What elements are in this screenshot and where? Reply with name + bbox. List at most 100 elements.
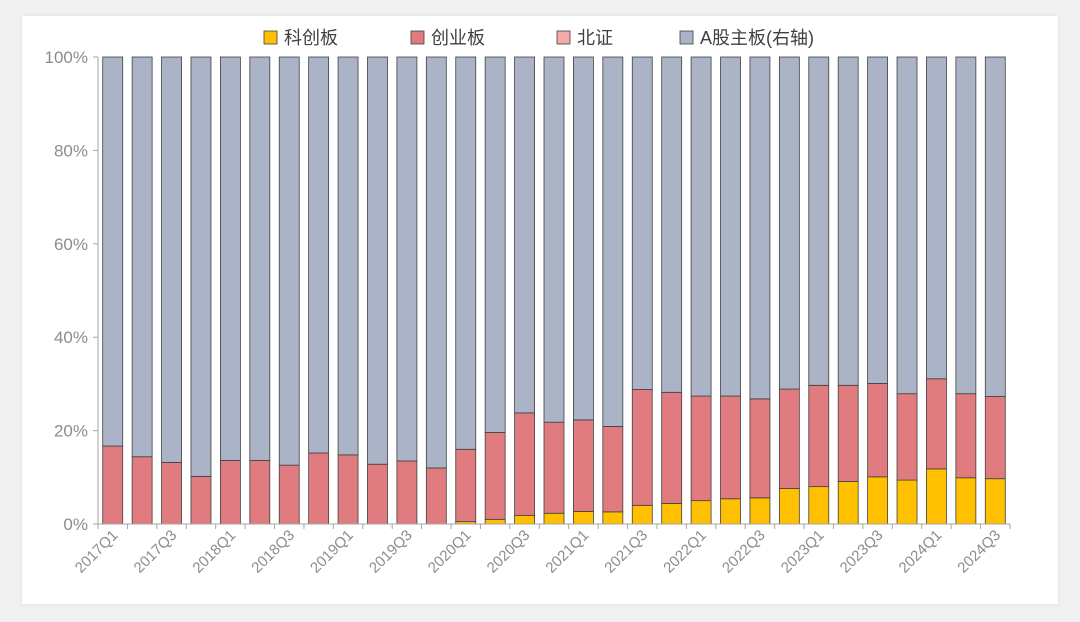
legend: 科创板 创业板 北证 A股主板(右轴) <box>263 28 814 48</box>
bar-stack-2019Q4 <box>425 56 447 525</box>
legend-item-0: 科创板 <box>263 28 338 48</box>
bar-segment-s0-2022Q4 <box>778 488 800 525</box>
bar-stack-2020Q1 <box>455 56 477 525</box>
bar-segment-s0-2020Q3 <box>514 515 535 525</box>
x-tick-label: 2024Q3 <box>954 527 1004 577</box>
bar-segment-s3-2021Q2 <box>602 56 624 427</box>
bar-segment-s1-2020Q3 <box>514 412 535 516</box>
bar-segment-s3-2021Q1 <box>573 56 594 421</box>
bar-segment-s0-2020Q2 <box>484 518 506 525</box>
bar-segment-s1-2018Q1 <box>219 460 241 525</box>
bar-segment-s0-2021Q3 <box>631 504 653 525</box>
legend-item-2: 北证 <box>556 28 613 48</box>
bar-segment-s3-2019Q2 <box>367 56 388 465</box>
x-tick-label: 2019Q1 <box>307 527 357 577</box>
bar-stack-2017Q4 <box>190 56 212 525</box>
bar-stack-2019Q3 <box>396 56 418 525</box>
bar-segment-s3-2020Q1 <box>455 56 477 450</box>
bar-segment-s1-2019Q3 <box>396 460 418 525</box>
bar-segment-s3-2019Q3 <box>396 56 418 462</box>
x-tick-label: 2018Q3 <box>248 527 298 577</box>
bar-segment-s0-2024Q1 <box>926 468 947 525</box>
x-tick-label: 2019Q3 <box>366 527 416 577</box>
bar-segment-s3-2023Q2 <box>837 56 859 386</box>
bar-segment-s3-2017Q4 <box>190 56 212 477</box>
bar-segment-s3-2022Q4 <box>778 56 800 390</box>
bar-stack-2024Q3 <box>984 56 1006 525</box>
legend-swatch <box>556 30 571 45</box>
bar-stack-2022Q3 <box>749 56 771 525</box>
x-tick-label: 2023Q3 <box>837 527 887 577</box>
bar-stack-2021Q3 <box>631 56 653 525</box>
bar-stack-2021Q4 <box>661 56 683 525</box>
bar-segment-s3-2020Q3 <box>514 56 535 414</box>
bar-segment-s3-2022Q3 <box>749 56 771 400</box>
legend-label: 创业板 <box>431 28 485 48</box>
y-tick-label: 100% <box>45 48 88 67</box>
bar-segment-s1-2024Q2 <box>955 393 977 479</box>
bar-segment-s1-2024Q1 <box>926 378 947 470</box>
bar-segment-s3-2019Q4 <box>425 56 447 469</box>
bar-stack-2017Q1 <box>102 56 124 525</box>
bar-segment-s0-2024Q3 <box>984 478 1006 525</box>
bar-stack-2023Q1 <box>808 56 830 525</box>
bar-segment-s3-2021Q4 <box>661 56 683 393</box>
bar-stack-2021Q2 <box>602 56 624 525</box>
bar-segment-s1-2018Q2 <box>249 460 271 525</box>
y-tick-label: 0% <box>63 515 88 534</box>
bar-segment-s1-2018Q4 <box>308 452 330 525</box>
bar-segment-s0-2023Q3 <box>867 476 889 525</box>
legend-label: 北证 <box>577 28 613 48</box>
bar-segment-s1-2021Q2 <box>602 425 624 513</box>
bar-segment-s0-2020Q4 <box>543 512 565 525</box>
bar-stack-2020Q4 <box>543 56 565 525</box>
bar-segment-s3-2017Q3 <box>161 56 182 463</box>
bar-segment-s1-2017Q1 <box>102 445 124 525</box>
bar-segment-s3-2020Q2 <box>484 56 506 433</box>
bar-segment-s1-2020Q1 <box>455 448 477 523</box>
bar-stack-2021Q1 <box>573 56 594 525</box>
bar-stack-2022Q4 <box>778 56 800 525</box>
bar-segment-s1-2019Q4 <box>425 467 447 525</box>
bars <box>102 56 1006 525</box>
bar-segment-s3-2021Q3 <box>631 56 653 390</box>
bar-segment-s1-2019Q1 <box>337 454 359 525</box>
bar-stack-2018Q2 <box>249 56 271 525</box>
bar-segment-s1-2021Q3 <box>631 389 653 506</box>
bar-stack-2023Q3 <box>867 56 889 525</box>
bar-segment-s0-2022Q2 <box>720 498 741 525</box>
bar-stack-2018Q4 <box>308 56 330 525</box>
bar-segment-s1-2017Q4 <box>190 475 212 525</box>
bar-stack-2023Q2 <box>837 56 859 525</box>
bar-segment-s1-2017Q3 <box>161 461 182 525</box>
bar-segment-s1-2020Q2 <box>484 432 506 520</box>
bar-segment-s1-2022Q1 <box>690 395 712 502</box>
y-tick-label: 80% <box>54 141 88 160</box>
legend-swatch <box>410 30 425 45</box>
bar-segment-s1-2023Q4 <box>896 393 918 481</box>
bar-segment-s1-2023Q1 <box>808 384 830 488</box>
legend-label: A股主板(右轴) <box>700 28 814 48</box>
bar-stack-2017Q2 <box>131 56 153 525</box>
bar-segment-s1-2018Q3 <box>278 464 300 525</box>
bar-segment-s0-2021Q4 <box>661 503 683 525</box>
bar-segment-s1-2019Q2 <box>367 463 388 525</box>
bar-segment-s3-2024Q3 <box>984 56 1006 397</box>
x-tick-label: 2017Q1 <box>72 527 122 577</box>
x-tick-label: 2023Q1 <box>778 527 828 577</box>
bar-segment-s0-2022Q1 <box>690 500 712 525</box>
bar-segment-s1-2020Q4 <box>543 421 565 514</box>
bar-segment-s3-2024Q1 <box>926 56 947 380</box>
bar-segment-s3-2018Q4 <box>308 56 330 454</box>
bar-segment-s1-2024Q3 <box>984 396 1006 480</box>
bar-stack-2020Q2 <box>484 56 506 525</box>
bar-segment-s3-2019Q1 <box>337 56 359 456</box>
x-tick-label: 2020Q3 <box>484 527 534 577</box>
x-tick-label: 2017Q3 <box>131 527 181 577</box>
bar-segment-s0-2021Q2 <box>602 511 624 525</box>
bar-segment-s3-2023Q3 <box>867 56 889 384</box>
bar-stack-2018Q1 <box>219 56 241 525</box>
bar-segment-s0-2022Q3 <box>749 497 771 525</box>
bar-segment-s3-2020Q4 <box>543 56 565 423</box>
